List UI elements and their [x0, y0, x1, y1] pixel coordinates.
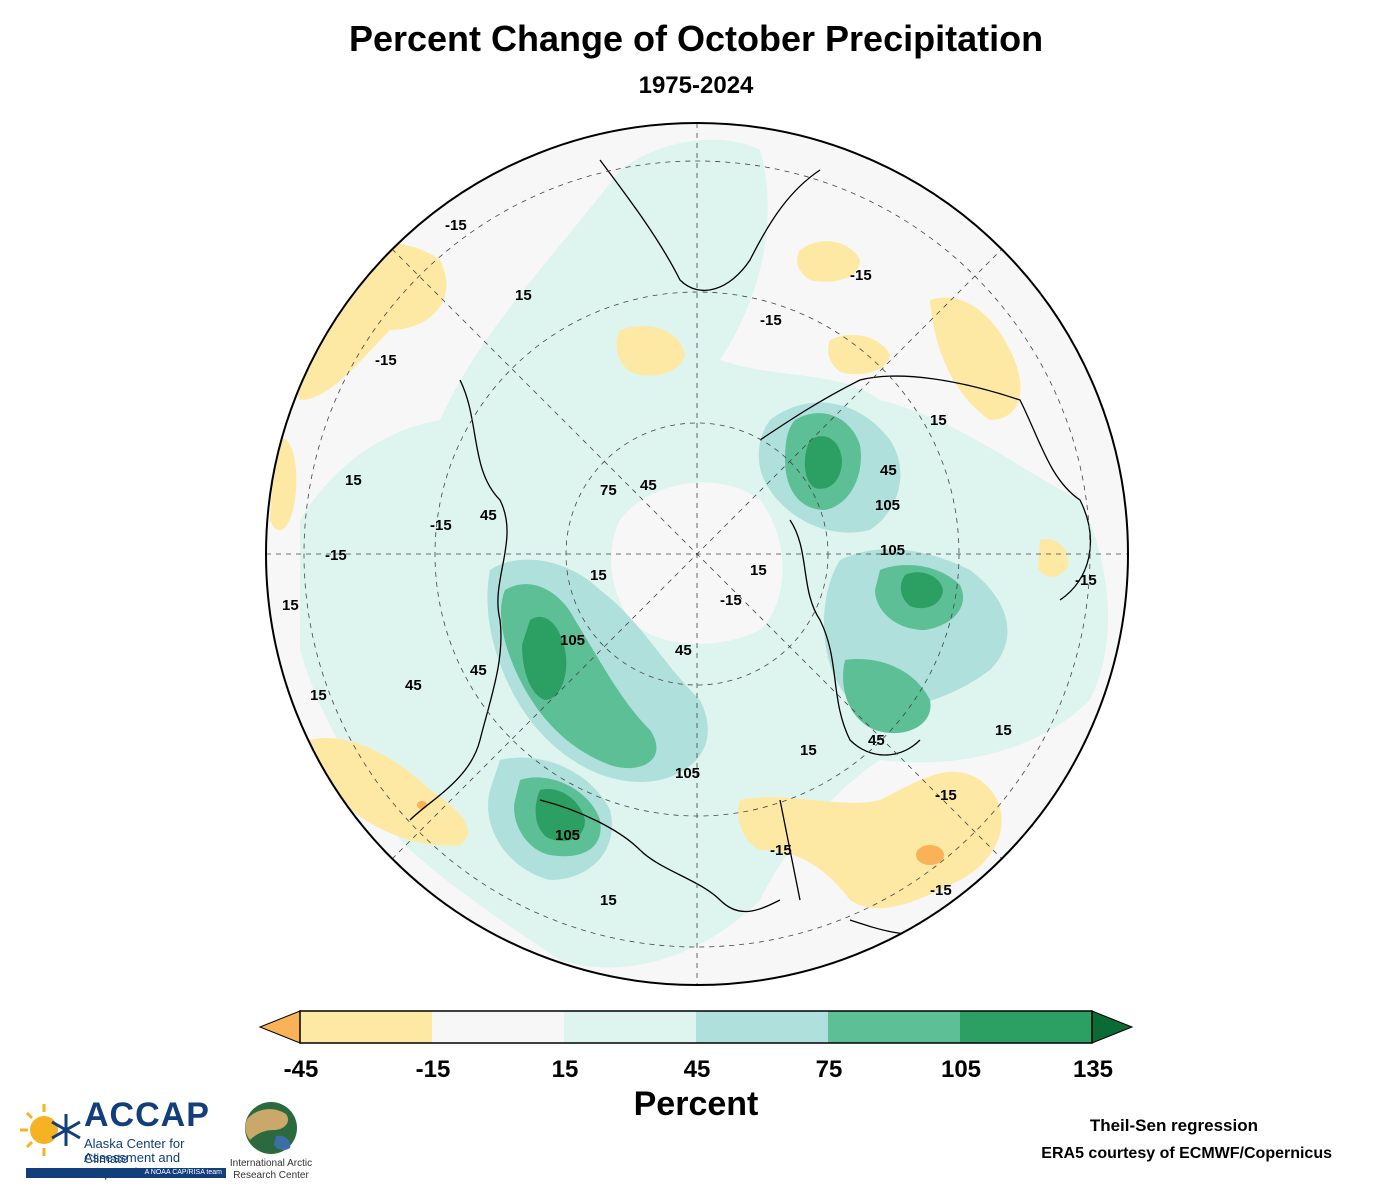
- coastline-7: [779, 799, 801, 901]
- contour-label: -15: [770, 842, 792, 859]
- contour-label: 45: [868, 732, 885, 749]
- accap-wordmark: ACCAP: [84, 1096, 210, 1134]
- colorbar-segment: [564, 1011, 696, 1043]
- region-105-135-c: [804, 436, 842, 489]
- contour-label: 15: [282, 597, 299, 614]
- coastline-4: [789, 519, 921, 756]
- contour-label: 45: [880, 462, 897, 479]
- iarc-line2: Research Center: [233, 1170, 309, 1181]
- colorbar-under-arrow: [258, 1010, 301, 1044]
- colorbar-tick-label: -15: [415, 1056, 451, 1083]
- contour-label: 15: [930, 412, 947, 429]
- coastline-3: [759, 375, 1092, 601]
- contour-label: 15: [515, 287, 532, 304]
- graticule: [266, 123, 1128, 985]
- contour-label: 15: [600, 892, 617, 909]
- sun-snowflake-icon: [20, 1104, 81, 1156]
- contour-label: 45: [675, 642, 692, 659]
- contour-label: -15: [930, 882, 952, 899]
- iarc-line1: International Arctic: [229, 1158, 313, 1169]
- coastline-5: [599, 159, 821, 291]
- region-neg-b: [930, 297, 1021, 420]
- contour-label: 15: [800, 742, 817, 759]
- source-credit: ERA5 courtesy of ECMWF/Copernicus: [1041, 1145, 1332, 1162]
- accap-logo: ACCAP Alaska Center for Climate Assessme…: [18, 1094, 228, 1180]
- colorbar-segment: [960, 1011, 1092, 1043]
- region-neg-f: [309, 738, 469, 846]
- colorbar-over-arrow: [1091, 1010, 1134, 1044]
- region-neg-c: [797, 241, 860, 282]
- globe-icon: [245, 1102, 297, 1154]
- region-neg-e: [738, 771, 1002, 909]
- region-strong-neg-a: [916, 845, 944, 865]
- colorbar-tick-label: 75: [815, 1056, 843, 1083]
- coastline-2: [539, 799, 781, 913]
- contour-label: 15: [345, 472, 362, 489]
- contour-label: -15: [445, 217, 467, 234]
- colorbar: [258, 1010, 1134, 1044]
- contour-label: 105: [875, 497, 900, 514]
- contour-label: -15: [850, 267, 872, 284]
- contour-label: 45: [640, 477, 657, 494]
- chart-subtitle: 1975-2024: [638, 72, 754, 99]
- chart-title: Percent Change of October Precipitation: [348, 18, 1044, 59]
- map-field: [266, 123, 1128, 985]
- coastline-1: [409, 379, 508, 821]
- contour-label: 45: [470, 662, 487, 679]
- contour-label: -15: [720, 592, 742, 609]
- colorbar-tick-label: 45: [683, 1056, 711, 1083]
- region-neg-h: [1038, 538, 1069, 577]
- colorbar-tick-label: 105: [940, 1056, 982, 1083]
- contour-label: 75: [600, 482, 617, 499]
- contour-label: 45: [405, 677, 422, 694]
- colorbar-segment: [696, 1011, 828, 1043]
- region-neg-g: [828, 335, 890, 375]
- region-75-105-e: [843, 659, 931, 734]
- colorbar-segment: [828, 1011, 960, 1043]
- meridian-4: [391, 248, 1003, 860]
- contour-label: -15: [325, 547, 347, 564]
- region-105-135-d: [900, 572, 943, 609]
- region-strong-neg-b: [417, 801, 427, 809]
- region-105-135-a: [522, 616, 567, 700]
- contour-labels: 15 15 15 15 15 15 15 15 15 15 45 45 45 45 45 45 45 75 105 1…: [282, 217, 1097, 909]
- contour-label: 15: [310, 687, 327, 704]
- contour-label: 105: [675, 765, 700, 782]
- colorbar-tick-label: -45: [283, 1056, 319, 1083]
- accap-line1: Alaska Center for Climate: [84, 1136, 185, 1166]
- contour-label: 45: [480, 507, 497, 524]
- contour-label: 105: [555, 827, 580, 844]
- region-neg-d: [616, 326, 685, 376]
- map-outline: [265, 122, 1129, 986]
- colorbar-tick-label: 135: [1072, 1056, 1114, 1083]
- colorbar-frame: [299, 1010, 1093, 1044]
- contour-label: -15: [1075, 572, 1097, 589]
- method-note: Theil-Sen regression: [1089, 1116, 1258, 1135]
- contour-label: 15: [995, 722, 1012, 739]
- contour-label: 15: [590, 567, 607, 584]
- colorbar-segment: [432, 1011, 564, 1043]
- contour-label: 15: [750, 562, 767, 579]
- contour-label: -15: [430, 517, 452, 534]
- colorbar-title: Percent: [633, 1085, 759, 1123]
- contour-label: -15: [375, 352, 397, 369]
- iarc-logo: International Arctic Research Center: [226, 1100, 316, 1184]
- contour-label: -15: [760, 312, 782, 329]
- colorbar-segment: [300, 1011, 432, 1043]
- contour-label: 105: [560, 632, 585, 649]
- contour-label: -15: [935, 787, 957, 804]
- accap-tagline: A NOAA CAP/RISA team: [26, 1168, 226, 1178]
- contour-label: 105: [880, 542, 905, 559]
- colorbar-tick-label: 15: [551, 1056, 579, 1083]
